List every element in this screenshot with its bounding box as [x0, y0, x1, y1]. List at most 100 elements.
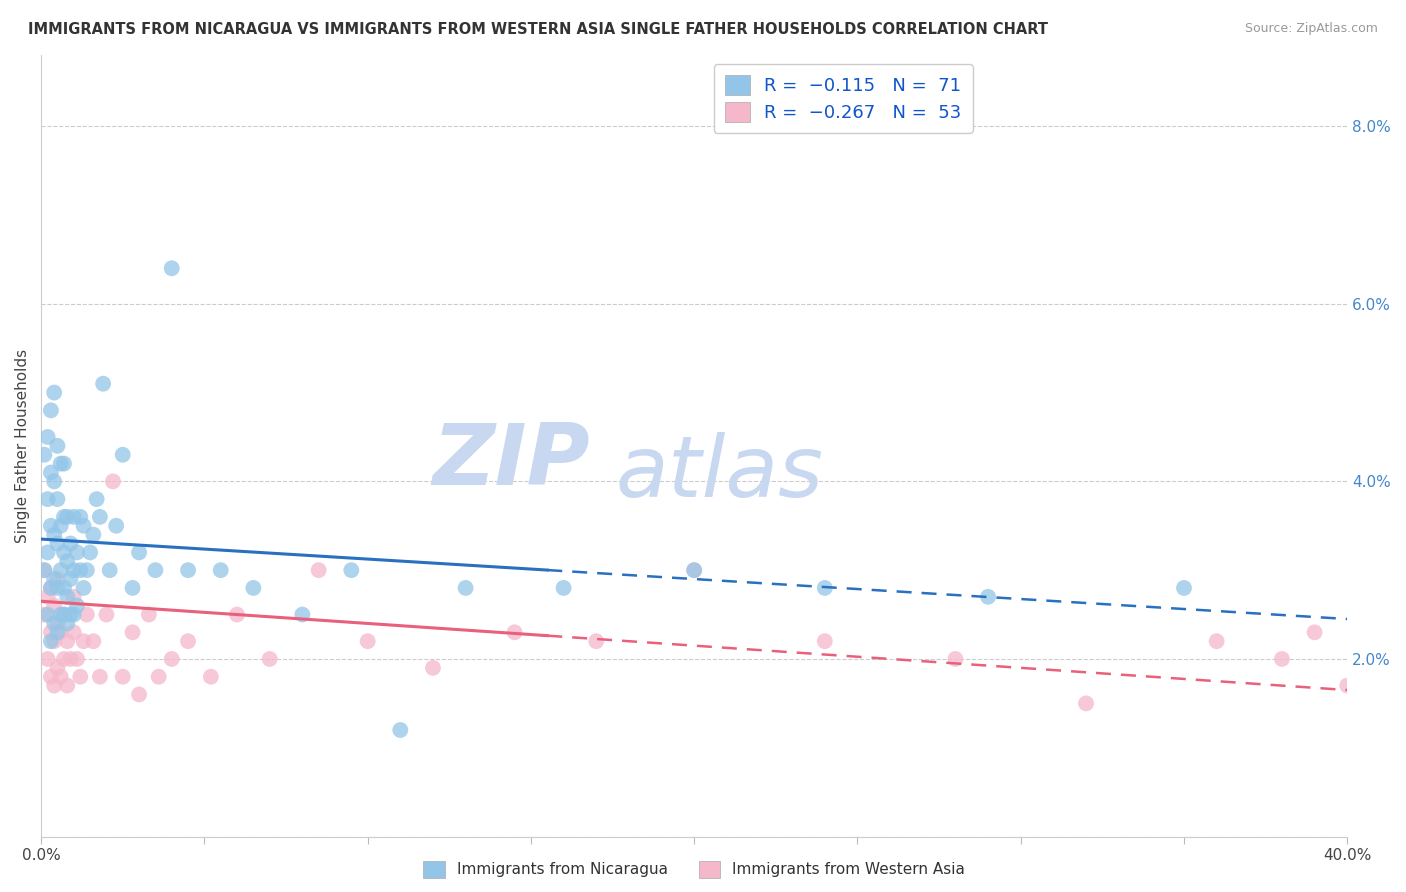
- Point: [111, 448, 134, 462]
- Point: [46, 572, 69, 586]
- Point: [39, 670, 62, 684]
- Point: [46, 581, 69, 595]
- Point: [39, 518, 62, 533]
- Point: [160, 261, 183, 276]
- Point: [96, 607, 118, 622]
- Point: [46, 536, 69, 550]
- Point: [56, 634, 79, 648]
- Point: [52, 509, 75, 524]
- Point: [291, 607, 314, 622]
- Point: [340, 563, 363, 577]
- Point: [89, 509, 111, 524]
- Point: [46, 661, 69, 675]
- Point: [177, 563, 200, 577]
- Point: [503, 625, 526, 640]
- Point: [34, 607, 56, 622]
- Point: [242, 581, 264, 595]
- Point: [44, 634, 66, 648]
- Point: [52, 545, 75, 559]
- Point: [62, 509, 84, 524]
- Point: [56, 590, 79, 604]
- Point: [945, 652, 967, 666]
- Point: [59, 607, 82, 622]
- Point: [683, 563, 706, 577]
- Point: [1173, 581, 1195, 595]
- Point: [49, 518, 72, 533]
- Point: [72, 634, 94, 648]
- Point: [69, 670, 91, 684]
- Point: [52, 581, 75, 595]
- Point: [69, 563, 91, 577]
- Text: ZIP: ZIP: [432, 420, 589, 503]
- Point: [59, 652, 82, 666]
- Point: [49, 625, 72, 640]
- Point: [56, 679, 79, 693]
- Point: [44, 385, 66, 400]
- Point: [39, 625, 62, 640]
- Point: [59, 572, 82, 586]
- Point: [308, 563, 330, 577]
- Point: [49, 607, 72, 622]
- Point: [37, 492, 59, 507]
- Point: [34, 563, 56, 577]
- Point: [200, 670, 222, 684]
- Point: [72, 581, 94, 595]
- Point: [76, 563, 98, 577]
- Point: [49, 670, 72, 684]
- Point: [46, 439, 69, 453]
- Point: [138, 607, 160, 622]
- Point: [46, 625, 69, 640]
- Point: [105, 518, 128, 533]
- Point: [1074, 697, 1097, 711]
- Point: [66, 545, 89, 559]
- Point: [66, 652, 89, 666]
- Point: [59, 536, 82, 550]
- Point: [62, 563, 84, 577]
- Point: [148, 670, 170, 684]
- Point: [259, 652, 281, 666]
- Point: [39, 581, 62, 595]
- Point: [177, 634, 200, 648]
- Point: [44, 527, 66, 541]
- Point: [585, 634, 607, 648]
- Point: [62, 590, 84, 604]
- Point: [49, 457, 72, 471]
- Point: [79, 545, 101, 559]
- Point: [34, 448, 56, 462]
- Point: [128, 545, 150, 559]
- Point: [44, 475, 66, 489]
- Point: [977, 590, 1000, 604]
- Point: [1205, 634, 1227, 648]
- Point: [91, 376, 114, 391]
- Point: [46, 492, 69, 507]
- Point: [44, 616, 66, 631]
- Point: [76, 607, 98, 622]
- Point: [422, 661, 444, 675]
- Point: [1303, 625, 1326, 640]
- Point: [56, 554, 79, 568]
- Y-axis label: Single Father Households: Single Father Households: [15, 349, 30, 543]
- Point: [121, 625, 143, 640]
- Point: [39, 403, 62, 417]
- Text: atlas: atlas: [616, 432, 824, 515]
- Point: [82, 634, 104, 648]
- Point: [82, 527, 104, 541]
- Point: [89, 670, 111, 684]
- Point: [356, 634, 378, 648]
- Point: [62, 625, 84, 640]
- Point: [128, 688, 150, 702]
- Legend: Immigrants from Nicaragua, Immigrants from Western Asia: Immigrants from Nicaragua, Immigrants fr…: [418, 855, 972, 884]
- Point: [56, 616, 79, 631]
- Point: [52, 457, 75, 471]
- Point: [37, 652, 59, 666]
- Point: [56, 509, 79, 524]
- Point: [86, 492, 108, 507]
- Point: [209, 563, 232, 577]
- Text: Source: ZipAtlas.com: Source: ZipAtlas.com: [1244, 22, 1378, 36]
- Point: [454, 581, 477, 595]
- Point: [683, 563, 706, 577]
- Point: [66, 599, 89, 613]
- Point: [111, 670, 134, 684]
- Point: [814, 581, 837, 595]
- Point: [121, 581, 143, 595]
